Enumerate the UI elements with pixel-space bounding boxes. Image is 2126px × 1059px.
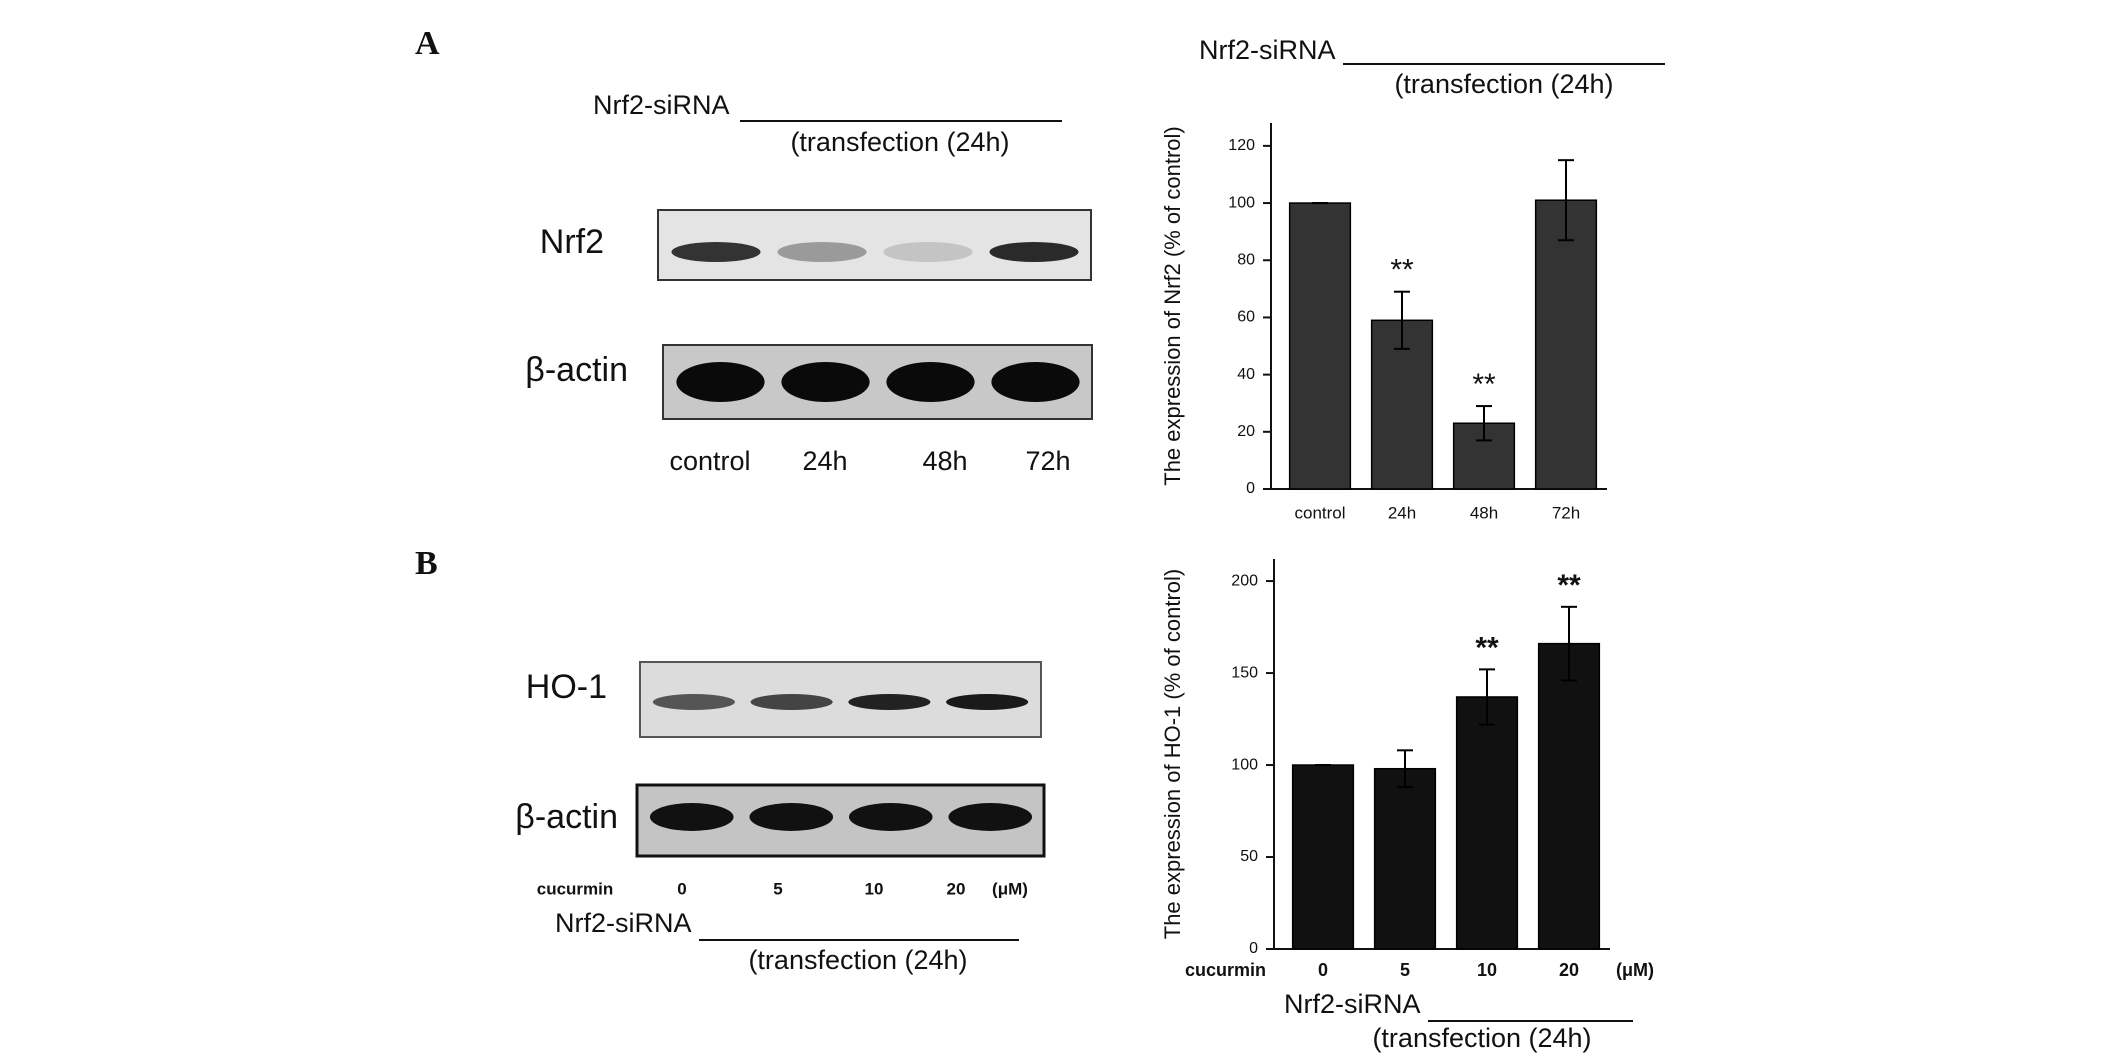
- y-tick-label: 0: [1246, 480, 1255, 497]
- y-tick-label: 40: [1237, 366, 1255, 383]
- sirna-note: (transfection (24h): [1394, 69, 1613, 99]
- blot-row-label: β-actin: [525, 351, 628, 389]
- y-tick-label: 200: [1231, 572, 1258, 589]
- blot-band: [948, 803, 1033, 831]
- bar: [1455, 696, 1519, 950]
- blot-band: [750, 694, 833, 710]
- lane-label: 72h: [1025, 446, 1070, 476]
- sirna-label: Nrf2-siRNA: [593, 90, 730, 120]
- panel-label: B: [415, 545, 438, 582]
- sirna-note: (transfection (24h): [1372, 1023, 1591, 1053]
- lane-label: 0: [677, 879, 686, 898]
- significance: **: [1557, 569, 1581, 602]
- lane-label: 5: [773, 879, 782, 898]
- sirna-label: Nrf2-siRNA: [1284, 989, 1421, 1019]
- blot-row-label: Nrf2: [540, 223, 604, 261]
- error-bar: [1394, 290, 1410, 350]
- lane-label: 10: [865, 879, 884, 898]
- sirna-note: (transfection (24h): [790, 127, 1009, 157]
- blot-band: [848, 694, 931, 710]
- y-tick-label: 20: [1237, 423, 1255, 440]
- significance: **: [1472, 368, 1496, 401]
- significance: **: [1475, 631, 1499, 664]
- y-tick-label: 100: [1231, 756, 1258, 773]
- blot-band: [781, 362, 870, 402]
- x-tick-label: 5: [1400, 960, 1410, 980]
- blot-band: [671, 242, 761, 262]
- y-tick-label: 120: [1228, 137, 1255, 154]
- lane-label: 20: [947, 879, 966, 898]
- blot-band: [749, 803, 834, 831]
- blot-band: [777, 242, 867, 262]
- blot-band: [946, 694, 1029, 710]
- blot: [657, 209, 1093, 420]
- y-tick-label: 150: [1231, 664, 1258, 681]
- error-bar: [1558, 159, 1574, 242]
- error-bar: [1476, 405, 1492, 442]
- bar: [1373, 767, 1437, 950]
- y-tick-label: 0: [1249, 940, 1258, 957]
- bar: [1537, 642, 1601, 950]
- x-tick-label: control: [1294, 503, 1345, 522]
- x-tick-label: 10: [1477, 960, 1497, 980]
- x-tick-label: 20: [1559, 960, 1579, 980]
- x-prefix: cucurmin: [1185, 960, 1266, 980]
- lane-label: 24h: [802, 446, 847, 476]
- y-axis-label: The expression of Nrf2 (% of control): [1160, 126, 1185, 485]
- y-tick-label: 60: [1237, 309, 1255, 326]
- blot-band: [989, 242, 1079, 262]
- bar: [1534, 199, 1598, 490]
- blot-band: [676, 362, 765, 402]
- blot-band: [652, 694, 735, 710]
- y-axis-label: The expression of HO-1 (% of control): [1160, 569, 1185, 939]
- error-bar: [1397, 749, 1413, 789]
- lane-unit: (μM): [992, 879, 1028, 898]
- error-bar: [1561, 605, 1577, 682]
- blot: [635, 661, 1046, 858]
- x-tick-label: 0: [1318, 960, 1328, 980]
- lane-label: control: [669, 446, 750, 476]
- sirna-label: Nrf2-siRNA: [555, 908, 692, 938]
- blot-band: [649, 803, 734, 831]
- bar: [1291, 764, 1355, 950]
- blot-row-label: HO-1: [526, 668, 607, 706]
- blot-row-label: β-actin: [515, 798, 618, 836]
- lane-prefix: cucurmin: [537, 879, 614, 898]
- lane-label: 48h: [922, 446, 967, 476]
- blot-band: [883, 242, 973, 262]
- significance: **: [1390, 254, 1414, 287]
- sirna-label: Nrf2-siRNA: [1199, 35, 1336, 65]
- panel-label: A: [415, 25, 440, 62]
- y-tick-label: 100: [1228, 194, 1255, 211]
- y-tick-label: 50: [1240, 848, 1258, 865]
- x-tick-label: 72h: [1552, 503, 1580, 522]
- bar: [1288, 202, 1352, 490]
- sirna-note: (transfection (24h): [748, 945, 967, 975]
- blot-band: [848, 803, 933, 831]
- x-unit: (μM): [1616, 960, 1654, 980]
- error-bar: [1479, 668, 1495, 726]
- blot-band: [991, 362, 1080, 402]
- y-tick-label: 80: [1237, 251, 1255, 268]
- blot-band: [886, 362, 975, 402]
- x-tick-label: 48h: [1470, 503, 1498, 522]
- x-tick-label: 24h: [1388, 503, 1416, 522]
